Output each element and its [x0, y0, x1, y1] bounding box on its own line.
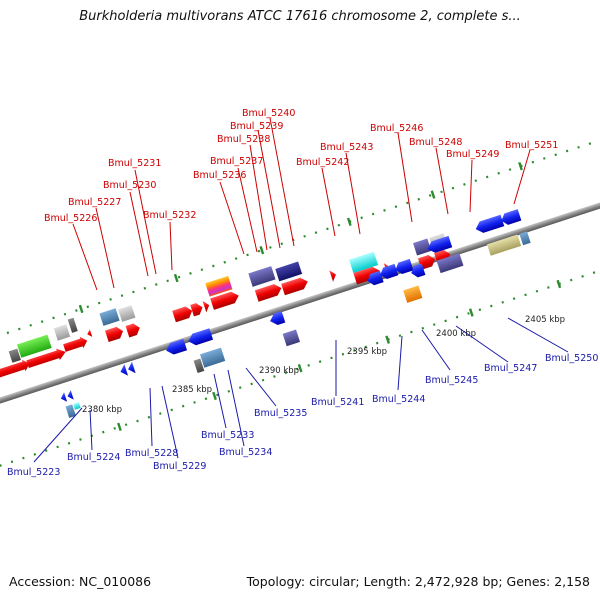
gene-block[interactable] — [487, 234, 522, 256]
gene-arrow[interactable] — [187, 328, 214, 347]
gene-block[interactable] — [205, 275, 233, 297]
gene-block[interactable] — [16, 334, 52, 358]
gene-block[interactable] — [8, 348, 21, 363]
gene-arrow[interactable] — [172, 305, 194, 323]
genome-stats-text: Topology: circular; Length: 2,472,928 bp… — [246, 574, 590, 589]
gene-arrow[interactable] — [164, 338, 188, 357]
gene-arrow[interactable] — [500, 209, 522, 226]
gene-label[interactable]: Bmul_5233 — [201, 430, 254, 441]
gene-label[interactable]: Bmul_5228 — [125, 448, 178, 459]
gene-arrow[interactable] — [378, 263, 399, 281]
tick-label: 2390 kbp — [259, 366, 299, 376]
gene-block[interactable] — [282, 329, 301, 347]
accession-text: Accession: NC_010086 — [9, 574, 152, 589]
gene-block[interactable] — [193, 358, 205, 374]
gene-arrow[interactable] — [86, 329, 93, 338]
gene-block[interactable] — [436, 253, 464, 274]
gene-label[interactable]: Bmul_5223 — [7, 467, 60, 478]
gene-arrow[interactable] — [66, 390, 74, 401]
gene-arrow[interactable] — [409, 263, 426, 278]
gene-label[interactable]: Bmul_5226 — [44, 213, 97, 224]
gene-block[interactable] — [199, 347, 226, 368]
major-ticks — [78, 161, 562, 432]
gene-label[interactable]: Bmul_5248 — [409, 137, 462, 148]
gene-block[interactable] — [65, 404, 76, 418]
gene-block[interactable] — [519, 231, 531, 246]
gene-label[interactable]: Bmul_5246 — [370, 123, 423, 134]
gene-label[interactable]: Bmul_5249 — [446, 149, 499, 160]
chromosome-backbone — [0, 188, 600, 418]
gene-block[interactable] — [403, 285, 423, 303]
gene-label[interactable]: Bmul_5245 — [425, 375, 478, 386]
gene-block[interactable] — [248, 266, 276, 287]
gene-arrow[interactable] — [268, 311, 286, 327]
gene-arrow[interactable] — [254, 282, 283, 302]
tick-label: 2405 kbp — [525, 315, 565, 325]
gene-label[interactable]: Bmul_5236 — [193, 170, 246, 181]
gene-arrow[interactable] — [59, 392, 68, 403]
gene-label[interactable]: Bmul_5231 — [108, 158, 161, 169]
gene-block[interactable] — [413, 238, 432, 256]
gene-label[interactable]: Bmul_5224 — [67, 452, 120, 463]
gene-label[interactable]: Bmul_5242 — [296, 157, 349, 168]
forward-genes — [0, 233, 451, 380]
tick-label: 2400 kbp — [436, 329, 476, 339]
gene-arrow[interactable] — [426, 235, 453, 255]
gene-arrow[interactable] — [0, 358, 31, 380]
reverse-genes — [59, 209, 531, 418]
gene-arrow[interactable] — [63, 335, 90, 354]
gene-arrow[interactable] — [126, 361, 136, 375]
gene-block[interactable] — [53, 324, 71, 341]
gene-block[interactable] — [99, 308, 120, 326]
gene-label[interactable]: Bmul_5240 — [242, 108, 295, 119]
gene-label[interactable]: Bmul_5232 — [143, 210, 196, 221]
gene-arrow[interactable] — [394, 258, 414, 276]
gene-block[interactable] — [73, 402, 81, 410]
gene-label[interactable]: Bmul_5247 — [484, 363, 537, 374]
map-title: Burkholderia multivorans ATCC 17616 chro… — [79, 9, 521, 24]
forward-leader-lines — [72, 117, 531, 291]
gene-label[interactable]: Bmul_5237 — [210, 156, 263, 167]
tick-label: 2385 kbp — [172, 385, 212, 395]
gene-label[interactable]: Bmul_5244 — [372, 394, 425, 405]
gene-arrow[interactable] — [202, 299, 211, 313]
gene-block[interactable] — [67, 317, 78, 333]
gene-label[interactable]: Bmul_5243 — [320, 142, 373, 153]
gene-label[interactable]: Bmul_5227 — [68, 197, 121, 208]
gene-label[interactable]: Bmul_5239 — [230, 121, 283, 132]
reverse-leader-lines — [33, 317, 569, 463]
gene-arrow[interactable] — [104, 325, 125, 343]
gene-arrow[interactable] — [190, 302, 204, 317]
gene-block[interactable] — [349, 251, 379, 274]
gene-arrow[interactable] — [329, 269, 337, 282]
gene-arrow[interactable] — [281, 276, 309, 296]
gene-label[interactable]: Bmul_5241 — [311, 397, 364, 408]
gene-label[interactable]: Bmul_5238 — [217, 134, 270, 145]
tick-label: 2380 kbp — [82, 405, 122, 415]
gene-block[interactable] — [118, 305, 136, 322]
gene-arrow[interactable] — [125, 322, 142, 338]
gene-arrow[interactable] — [119, 364, 129, 377]
gene-arrow[interactable] — [366, 270, 384, 287]
gene-label[interactable]: Bmul_5251 — [505, 140, 558, 151]
gene-label[interactable]: Bmul_5229 — [153, 461, 206, 472]
tick-label: 2395 kbp — [347, 347, 387, 357]
gene-label[interactable]: Bmul_5235 — [254, 408, 307, 419]
gene-arrow[interactable] — [353, 265, 381, 285]
gene-arrow[interactable] — [474, 214, 505, 235]
gene-label[interactable]: Bmul_5230 — [103, 180, 156, 191]
gene-label[interactable]: Bmul_5250 — [545, 353, 598, 364]
gene-block[interactable] — [275, 261, 303, 282]
gene-label[interactable]: Bmul_5234 — [219, 447, 272, 458]
gene-arrow[interactable] — [210, 290, 240, 310]
gene-arrow[interactable] — [26, 346, 68, 370]
